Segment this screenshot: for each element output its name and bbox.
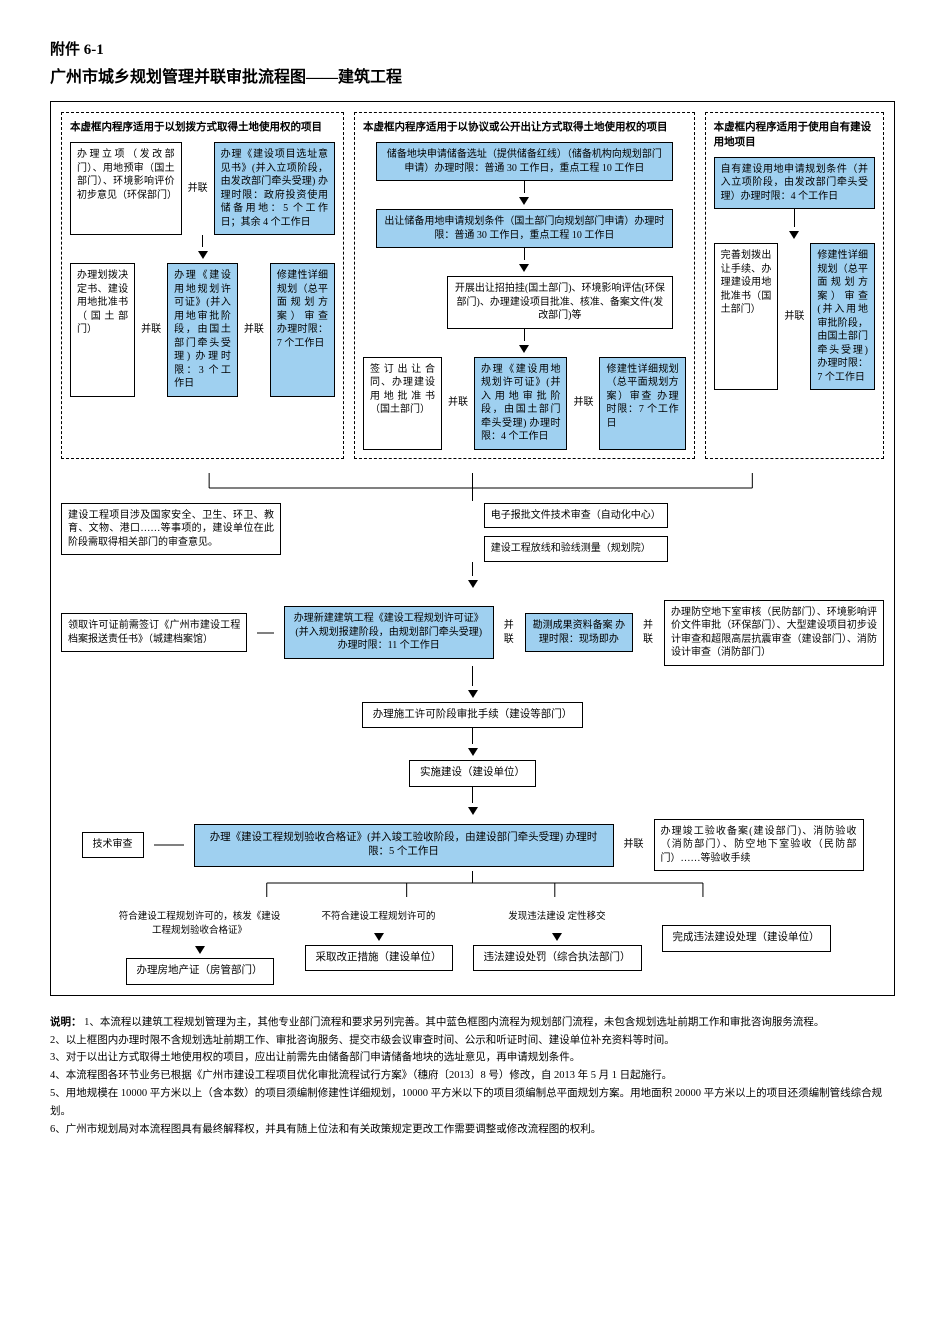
step-implement: 实施建设（建设单位） <box>409 760 536 787</box>
permit-label1: 并联 <box>504 619 515 647</box>
accept-right-box: 办理竣工验收备案(建设部门)、消防验收（消防部门）、防空地下室验收（民防部门）…… <box>654 819 864 872</box>
page-title: 广州市城乡规划管理并联审批流程图——建筑工程 <box>50 67 895 89</box>
right-parallel-box: 办理防空地下室审核（民防部门）、环境影响评价文件审批（环保部门）、大型建设项目初… <box>664 600 884 666</box>
box-b4: 签订出让合同、办理建设用地批准书（国土部门） <box>363 357 442 450</box>
mid-right-box1: 电子报批文件技术审查（自动化中心） <box>484 503 668 529</box>
section-c-note: 本虚框内程序适用于使用自有建设用地项目 <box>714 121 875 150</box>
converge-connector <box>61 473 884 503</box>
label-a2: 并联 <box>139 263 163 397</box>
branch-r1-box: 违法建设处罚（综合执法部门） <box>473 945 642 972</box>
mid-row-1: 建设工程项目涉及国家安全、卫生、环卫、教育、文物、港口……等事项的，建设单位在此… <box>61 503 884 562</box>
box-b6: 修建性详细规划（总平面规划方案）审查 办理时限：7 个工作日 <box>599 357 685 450</box>
lower-steps: 办理施工许可阶段审批手续（建设等部门） 实施建设（建设单位） 技术审查 办理《建… <box>61 702 884 872</box>
branch-connector <box>61 871 884 899</box>
box-b3: 开展出让招拍挂(国土部门)、环境影响评估(环保部门)、办理建设项目批准、核准、备… <box>447 276 673 329</box>
branch-r2: 完成违法建设处理（建设单位） <box>662 907 831 984</box>
label-b1: 并联 <box>446 357 470 450</box>
mid-left-note: 建设工程项目涉及国家安全、卫生、环卫、教育、文物、港口……等事项的，建设单位在此… <box>61 503 281 556</box>
mid-right-box2: 建设工程放线和验线测量（规划院） <box>484 536 668 562</box>
label-a1: 并联 <box>186 142 210 235</box>
box-b2: 出让储备用地申请规划条件（国土部门向规划部门申请）办理时限：普通 30 工作日，… <box>376 209 673 248</box>
branch-r1: 发现违法建设 定性移交 违法建设处罚（综合执法部门） <box>473 907 642 984</box>
branch-r1-txt: 发现违法建设 定性移交 <box>508 911 605 924</box>
note-4: 4、本流程图各环节业务已根据《广州市建设工程项目优化审批流程试行方案》（穗府〔2… <box>50 1070 672 1081</box>
attachment-label: 附件 6-1 <box>50 40 895 61</box>
flowchart-frame: 本虚框内程序适用于以划拨方式取得土地使用权的项目 办理立项（发改部门）、用地预审… <box>50 101 895 995</box>
box-a3: 办理划拨决定书、建设用地批准书（国土部门） <box>70 263 135 397</box>
notes-title: 说明： <box>50 1017 82 1028</box>
accept-label: 并联 <box>624 838 644 852</box>
box-c1: 自有建设用地申请规划条件（并入立项阶段，由发改部门牵头受理）办理时限：4 个工作… <box>714 157 875 210</box>
box-a5: 修建性详细规划（总平面规划方案）审查 办理时限：7 个工作日 <box>270 263 335 397</box>
label-b2: 并联 <box>571 357 595 450</box>
note-1: 1、本流程以建筑工程规划管理为主，其他专业部门流程和要求另列完善。其中蓝色框图内… <box>84 1017 824 1028</box>
note-5: 5、用地规模在 10000 平方米以上（含本数）的项目须编制修建性详细规划，10… <box>50 1088 882 1117</box>
branch-r2-box: 完成违法建设处理（建设单位） <box>662 925 831 952</box>
sign-left-box: 领取许可证前需签订《广州市建设工程档案报送责任书》（城建档案馆） <box>61 613 247 652</box>
center-permit-box: 办理新建建筑工程《建设工程规划许可证》(并入规划报建阶段，由规划部门牵头受理) … <box>284 606 494 659</box>
box-b1: 储备地块申请储备选址（提供储备红线）（储备机构向规划部门申请）办理时限：普通 3… <box>376 142 673 181</box>
notes-section: 说明： 1、本流程以建筑工程规划管理为主，其他专业部门流程和要求另列完善。其中蓝… <box>50 1014 895 1139</box>
section-b-note: 本虚框内程序适用于以协议或公开出让方式取得土地使用权的项目 <box>363 121 686 136</box>
tech-review-box: 技术审查 <box>82 832 144 858</box>
branch-mid: 不符合建设工程规划许可的 采取改正措施（建设单位） <box>305 907 453 984</box>
permit-label2: 并联 <box>643 619 654 647</box>
step-construction-permit: 办理施工许可阶段审批手续（建设等部门） <box>362 702 584 729</box>
top-sections-row: 本虚框内程序适用于以划拨方式取得土地使用权的项目 办理立项（发改部门）、用地预审… <box>61 112 884 458</box>
branch-left-txt: 符合建设工程规划许可的，核发《建设工程规划验收合格证》 <box>115 911 285 938</box>
section-a-note: 本虚框内程序适用于以划拨方式取得土地使用权的项目 <box>70 121 335 136</box>
acceptance-blue-box: 办理《建设工程规划验收合格证》(并入竣工验收阶段，由建设部门牵头受理) 办理时限… <box>194 824 614 867</box>
label-a3: 并联 <box>242 263 266 397</box>
box-c3: 修建性详细规划（总平面规划方案）审查(并入用地审批阶段，由国土部门牵头受理) 办… <box>810 243 875 390</box>
label-c1: 并联 <box>782 243 806 390</box>
box-b5: 办理《建设用地规划许可证》(并入用地审批阶段，由国土部门牵头受理) 办理时限：4… <box>474 357 567 450</box>
branch-mid-box: 采取改正措施（建设单位） <box>305 945 453 972</box>
box-a2: 办理《建设项目选址意见书》(并入立项阶段，由发改部门牵头受理) 办理时限：政府投… <box>214 142 335 235</box>
note-6: 6、广州市规划局对本流程图具有最终解释权，并具有随上位法和有关政策规定更改工作需… <box>50 1124 601 1135</box>
note-2: 2、以上框图内办理时限不含规划选址前期工作、审批咨询服务、提交市级会议审查时间、… <box>50 1035 675 1046</box>
box-c2: 完善划拨出让手续、办理建设用地批准书（国土部门） <box>714 243 779 390</box>
section-c: 本虚框内程序适用于使用自有建设用地项目 自有建设用地申请规划条件（并入立项阶段，… <box>705 112 884 458</box>
section-b: 本虚框内程序适用于以协议或公开出让方式取得土地使用权的项目 储备地块申请储备选址… <box>354 112 695 458</box>
box-a1: 办理立项（发改部门）、用地预审（国土部门）、环境影响评价初步意见（环保部门） <box>70 142 182 235</box>
box-a4: 办理《建设用地规划许可证》(并入用地审批阶段，由国土部门牵头受理) 办理时限：3… <box>167 263 238 397</box>
branch-left-box: 办理房地产证（房管部门） <box>126 958 274 985</box>
branch-mid-txt: 不符合建设工程规划许可的 <box>321 911 435 924</box>
survey-box: 勘测成果资料备案 办理时限：现场即办 <box>525 613 633 652</box>
note-3: 3、对于以出让方式取得土地使用权的项目，应出让前需先由储备部门申请储备地块的选址… <box>50 1052 580 1063</box>
branch-left: 符合建设工程规划许可的，核发《建设工程规划验收合格证》 办理房地产证（房管部门） <box>115 907 285 984</box>
bottom-branches: 符合建设工程规划许可的，核发《建设工程规划验收合格证》 办理房地产证（房管部门）… <box>61 907 884 984</box>
section-a: 本虚框内程序适用于以划拨方式取得土地使用权的项目 办理立项（发改部门）、用地预审… <box>61 112 344 458</box>
permit-row: 领取许可证前需签订《广州市建设工程档案报送责任书》（城建档案馆） 办理新建建筑工… <box>61 600 884 666</box>
